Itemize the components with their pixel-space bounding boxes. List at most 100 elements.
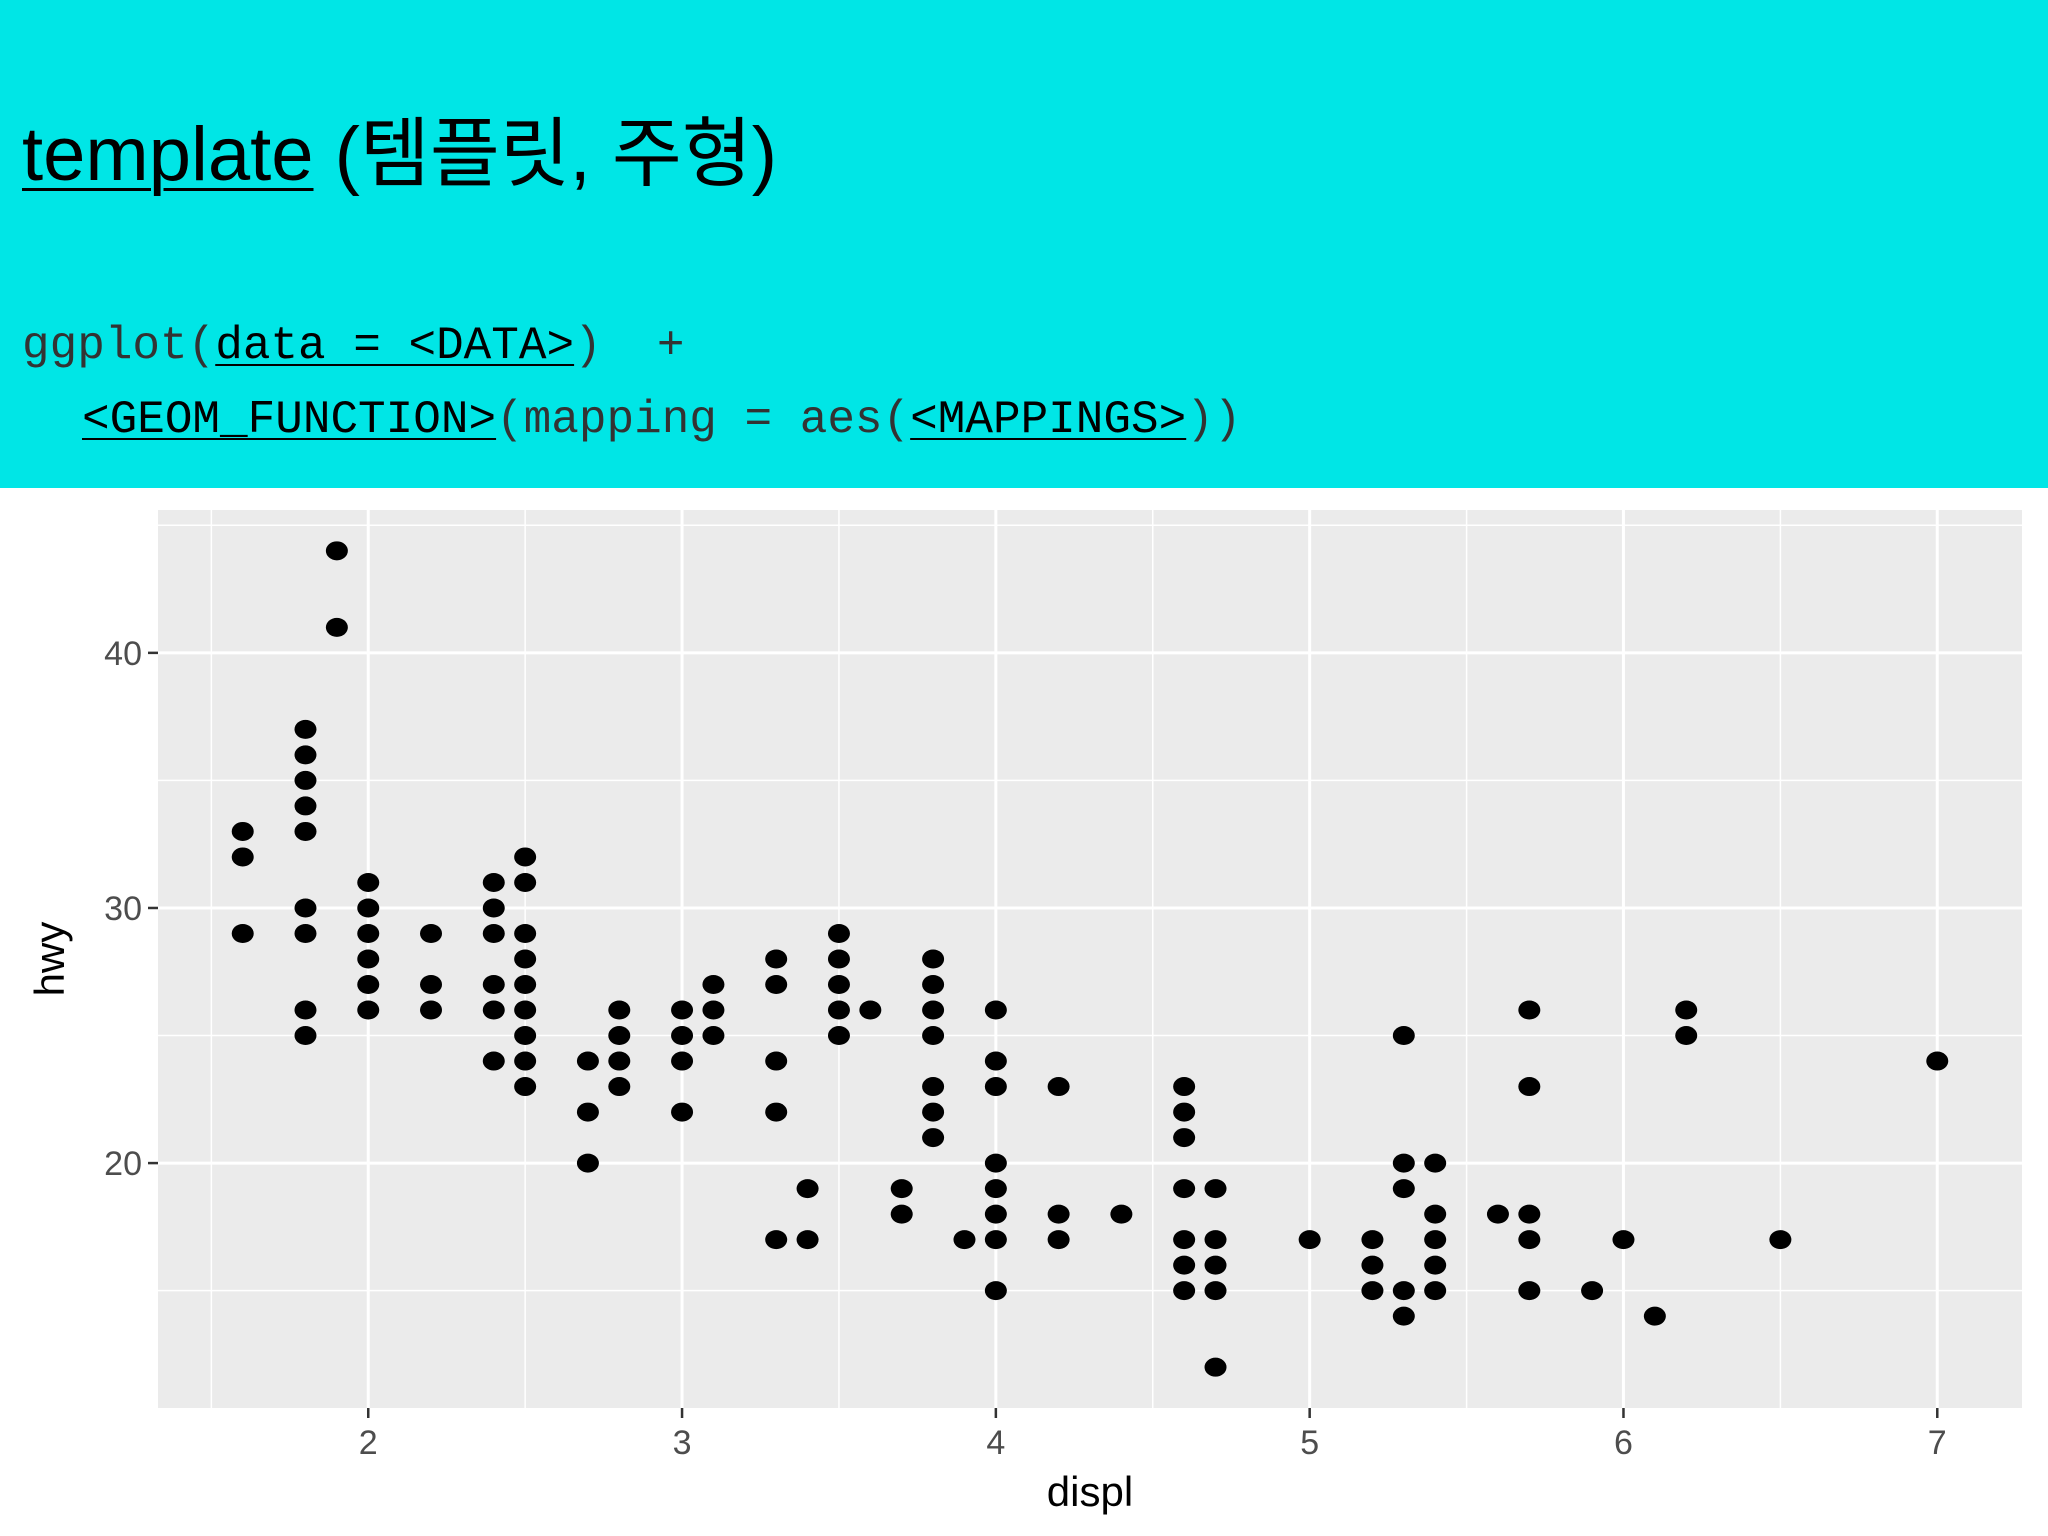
data-point (357, 949, 380, 969)
minor-gridlines (158, 510, 2022, 1408)
data-point (1173, 1077, 1196, 1097)
data-point (1612, 1230, 1635, 1250)
data-point (953, 1230, 976, 1250)
data-point (1204, 1281, 1227, 1301)
data-point (1047, 1204, 1070, 1224)
data-point (294, 745, 317, 765)
data-point (231, 923, 254, 943)
code-line-1: ggplot(data = <DATA>) + (22, 320, 685, 372)
data-point (1424, 1153, 1447, 1173)
data-point (1392, 1281, 1415, 1301)
data-point (420, 975, 443, 995)
data-point (231, 847, 254, 867)
data-point (859, 1000, 882, 1020)
data-point (482, 898, 505, 918)
data-point (1581, 1281, 1604, 1301)
data-point (922, 949, 945, 969)
data-point (482, 1000, 505, 1020)
data-point (890, 1204, 913, 1224)
slide-title: template (템플릿, 주형) (22, 92, 777, 202)
data-point (576, 1051, 599, 1071)
data-point (514, 1051, 537, 1071)
data-point (1424, 1281, 1447, 1301)
data-point (357, 1000, 380, 1020)
data-point (1173, 1230, 1196, 1250)
data-point (357, 898, 380, 918)
data-point (984, 1281, 1007, 1301)
data-point (1424, 1204, 1447, 1224)
data-point (922, 1026, 945, 1046)
plot-panel (158, 510, 2022, 1408)
data-point (1769, 1230, 1792, 1250)
data-point (420, 923, 443, 943)
data-point (671, 1051, 694, 1071)
data-point (1424, 1255, 1447, 1275)
data-point (514, 949, 537, 969)
data-point (984, 1153, 1007, 1173)
x-tick-label: 4 (986, 1424, 1005, 1462)
data-point (608, 1026, 631, 1046)
y-tick-label: 40 (104, 635, 142, 673)
data-point (1392, 1306, 1415, 1326)
data-point (1204, 1179, 1227, 1199)
data-point (294, 719, 317, 739)
data-point (1392, 1153, 1415, 1173)
title-keyword: template (22, 112, 314, 197)
data-point (1392, 1179, 1415, 1199)
data-point (890, 1179, 913, 1199)
data-point (608, 1077, 631, 1097)
data-point (1361, 1281, 1384, 1301)
data-point (671, 1026, 694, 1046)
data-point (922, 1077, 945, 1097)
data-point (514, 923, 537, 943)
data-point (294, 923, 317, 943)
data-point (325, 617, 348, 637)
data-point (1675, 1000, 1698, 1020)
data-point (514, 975, 537, 995)
data-point (1173, 1281, 1196, 1301)
data-point (922, 1102, 945, 1122)
data-point (765, 1051, 788, 1071)
data-point (294, 796, 317, 816)
data-point (922, 975, 945, 995)
data-point (514, 872, 537, 892)
data-point (671, 1000, 694, 1020)
data-point (608, 1051, 631, 1071)
data-point (671, 1102, 694, 1122)
data-point (325, 541, 348, 561)
major-gridlines (158, 510, 2022, 1408)
data-point (1047, 1077, 1070, 1097)
data-point (357, 975, 380, 995)
title-banner: template (템플릿, 주형) ggplot(data = <DATA>)… (0, 0, 2048, 488)
data-point (576, 1153, 599, 1173)
x-tick-label: 3 (673, 1424, 692, 1462)
code-plus: ) + (574, 320, 685, 372)
data-point (702, 1000, 725, 1020)
data-point (765, 1230, 788, 1250)
data-point (922, 1000, 945, 1020)
data-point (1518, 1230, 1541, 1250)
data-point (1204, 1357, 1227, 1377)
x-tick-label: 2 (359, 1424, 378, 1462)
data-point (1926, 1051, 1949, 1071)
data-point (294, 1000, 317, 1020)
data-point (514, 1026, 537, 1046)
data-point (1643, 1306, 1666, 1326)
y-axis: 20 30 40 (104, 635, 158, 1183)
data-point (1518, 1000, 1541, 1020)
code-line-2: <GEOM_FUNCTION>(mapping = aes(<MAPPINGS>… (82, 394, 1241, 446)
data-point (827, 975, 850, 995)
data-point (1486, 1204, 1509, 1224)
data-point (702, 975, 725, 995)
code-close-parens: )) (1186, 394, 1242, 446)
data-point (1173, 1128, 1196, 1148)
data-point (357, 923, 380, 943)
code-mappings: <MAPPINGS> (910, 394, 1187, 446)
data-point (294, 770, 317, 790)
code-mapping-aes: (mapping = aes( (496, 394, 911, 446)
data-point (796, 1179, 819, 1199)
data-point (796, 1230, 819, 1250)
data-point (1173, 1102, 1196, 1122)
data-point (984, 1051, 1007, 1071)
x-axis-label: displ (1047, 1468, 1133, 1515)
